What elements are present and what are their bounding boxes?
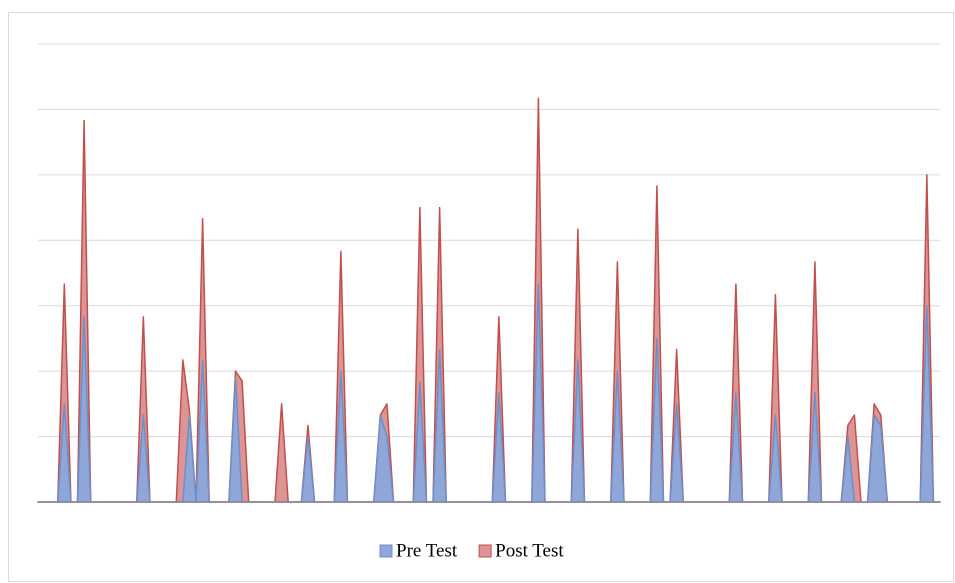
legend-label: Pre Test xyxy=(396,540,458,561)
legend-swatch xyxy=(478,544,492,558)
legend-label: Post Test xyxy=(495,540,564,561)
legend-swatch xyxy=(379,544,393,558)
chart-border xyxy=(8,12,954,582)
